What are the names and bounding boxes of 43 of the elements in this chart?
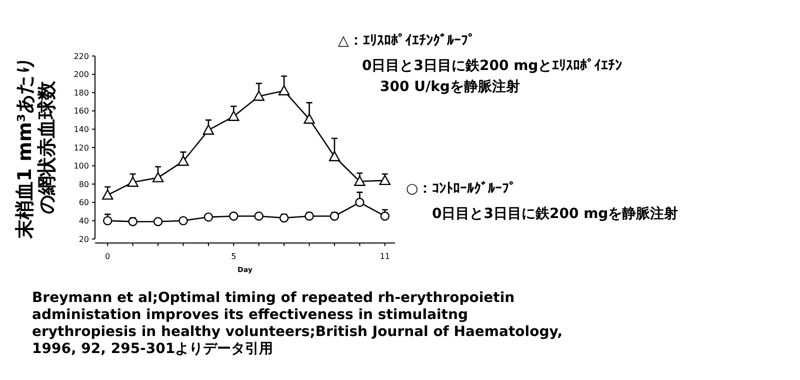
point xyxy=(127,176,138,187)
point xyxy=(254,212,264,221)
point xyxy=(355,198,364,207)
point xyxy=(102,189,114,200)
y-tick-label: 100 xyxy=(74,162,89,171)
point xyxy=(103,216,112,226)
point xyxy=(304,114,315,124)
x-tick-label: 5 xyxy=(231,252,236,261)
point xyxy=(253,90,264,101)
y-tick-label: 160 xyxy=(74,106,89,116)
point xyxy=(279,213,289,223)
point xyxy=(152,172,164,182)
y-tick-label: 200 xyxy=(74,70,89,80)
point xyxy=(178,156,189,166)
x-tick-label: 11 xyxy=(380,252,390,261)
y-tick-label: 20 xyxy=(78,234,89,244)
point xyxy=(278,85,290,96)
x-tick-label: 0 xyxy=(105,252,110,261)
y-tick-label: 40 xyxy=(78,216,89,226)
y-tick-label: 220 xyxy=(74,52,89,61)
point xyxy=(153,217,163,226)
point xyxy=(229,212,238,221)
text: ○：ｺﾝﾄﾛｰﾙｸﾞﾙｰﾌﾟ xyxy=(406,180,516,197)
y-tick-label: 180 xyxy=(74,88,89,98)
point xyxy=(202,124,214,135)
point xyxy=(380,212,390,221)
point xyxy=(128,217,138,226)
point xyxy=(178,216,188,226)
point xyxy=(204,212,214,222)
point xyxy=(354,176,366,186)
y-tick-label: 80 xyxy=(78,180,89,189)
point xyxy=(304,212,314,221)
text: △：ｴﾘｽﾛﾎﾟｲｴﾁﾝｸﾞﾙｰﾌﾟ xyxy=(338,32,475,49)
y-tick-label: 140 xyxy=(74,125,89,134)
text: Breymann et al;Optimal timing of repeated rh-erythropoietin administation improves its effectiveness in stimulaitng erythropiesis in healthy volunteers;British Journal of Haematology, 1996, 92, 295-301よりデータ引用 xyxy=(32,290,563,357)
point xyxy=(228,110,240,121)
y-tick-label: 60 xyxy=(78,198,89,208)
y-tick-label: 120 xyxy=(74,143,89,152)
text: 0日目と3日目に鉄200 mgを静脈注射 xyxy=(432,205,678,222)
point xyxy=(330,212,340,221)
point xyxy=(328,151,340,162)
annotation: 0日目と3日目に鉄200 mgとｴﾘｽﾛﾎﾟｲｴﾁﾝ 300 U/kgを静脈注射 xyxy=(362,57,622,95)
y-axis-title: 末梢血1 mm³あたりの網状赤血球数 xyxy=(14,56,58,240)
